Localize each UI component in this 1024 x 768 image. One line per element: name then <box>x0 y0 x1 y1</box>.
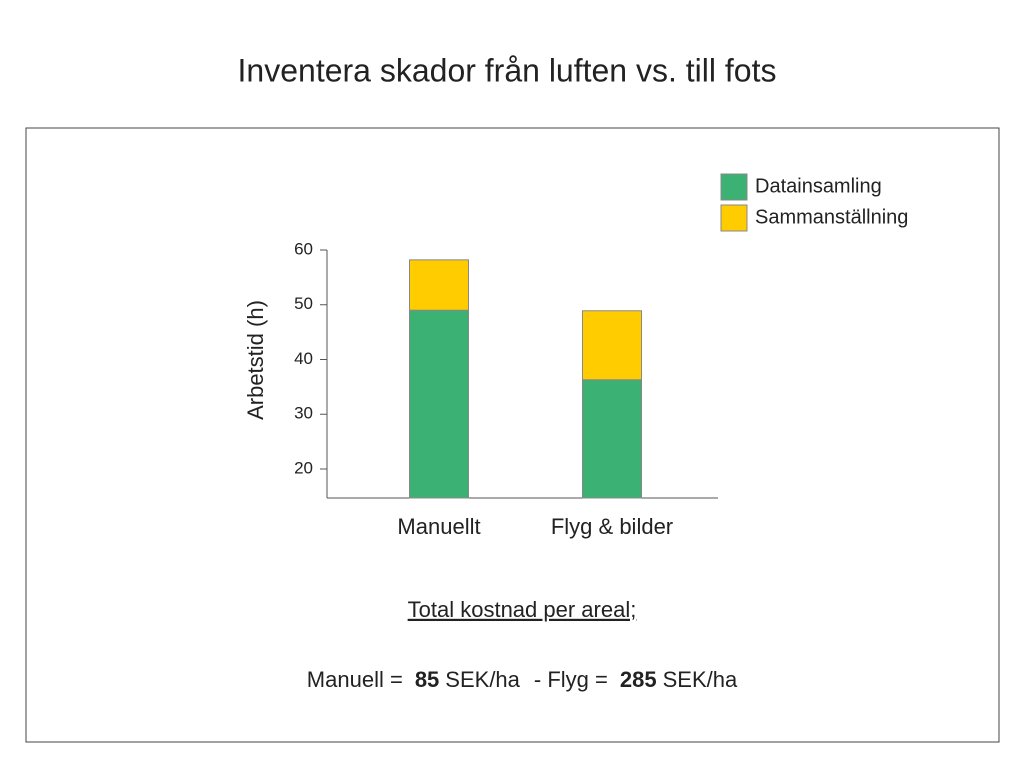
cost-label: - Flyg = <box>534 667 608 692</box>
cost-unit: SEK/ha <box>663 667 738 692</box>
bar-segment <box>409 259 469 311</box>
y-tick-label: 40 <box>294 349 313 368</box>
y-tick-label: 60 <box>294 239 313 258</box>
y-tick-label: 50 <box>294 294 313 313</box>
cost-label: Manuell = <box>307 667 403 692</box>
x-tick-label: Flyg & bilder <box>551 514 673 539</box>
cost-heading: Total kostnad per areal; <box>408 597 637 622</box>
legend-swatch <box>720 173 748 201</box>
cost-value: 85 <box>415 667 439 692</box>
bar-segment <box>582 379 642 499</box>
frame <box>25 127 1000 743</box>
bar-segment <box>409 309 469 499</box>
cost-unit: SEK/ha <box>445 667 520 692</box>
legend-label: Datainsamling <box>755 175 882 197</box>
cost-value: 285 <box>620 667 657 692</box>
slide-title: Inventera skador från luften vs. till fo… <box>238 52 777 88</box>
legend-swatch <box>720 204 748 232</box>
y-axis-title: Arbetstid (h) <box>243 300 268 420</box>
y-tick-label: 20 <box>294 458 313 477</box>
x-tick-label: Manuellt <box>397 514 480 539</box>
cost-line: Manuell = 85 SEK/ha - Flyg = 285 SEK/ha <box>307 667 738 692</box>
legend-label: Sammanställning <box>755 206 908 228</box>
y-tick-label: 30 <box>294 404 313 423</box>
bar-segment <box>582 310 642 381</box>
